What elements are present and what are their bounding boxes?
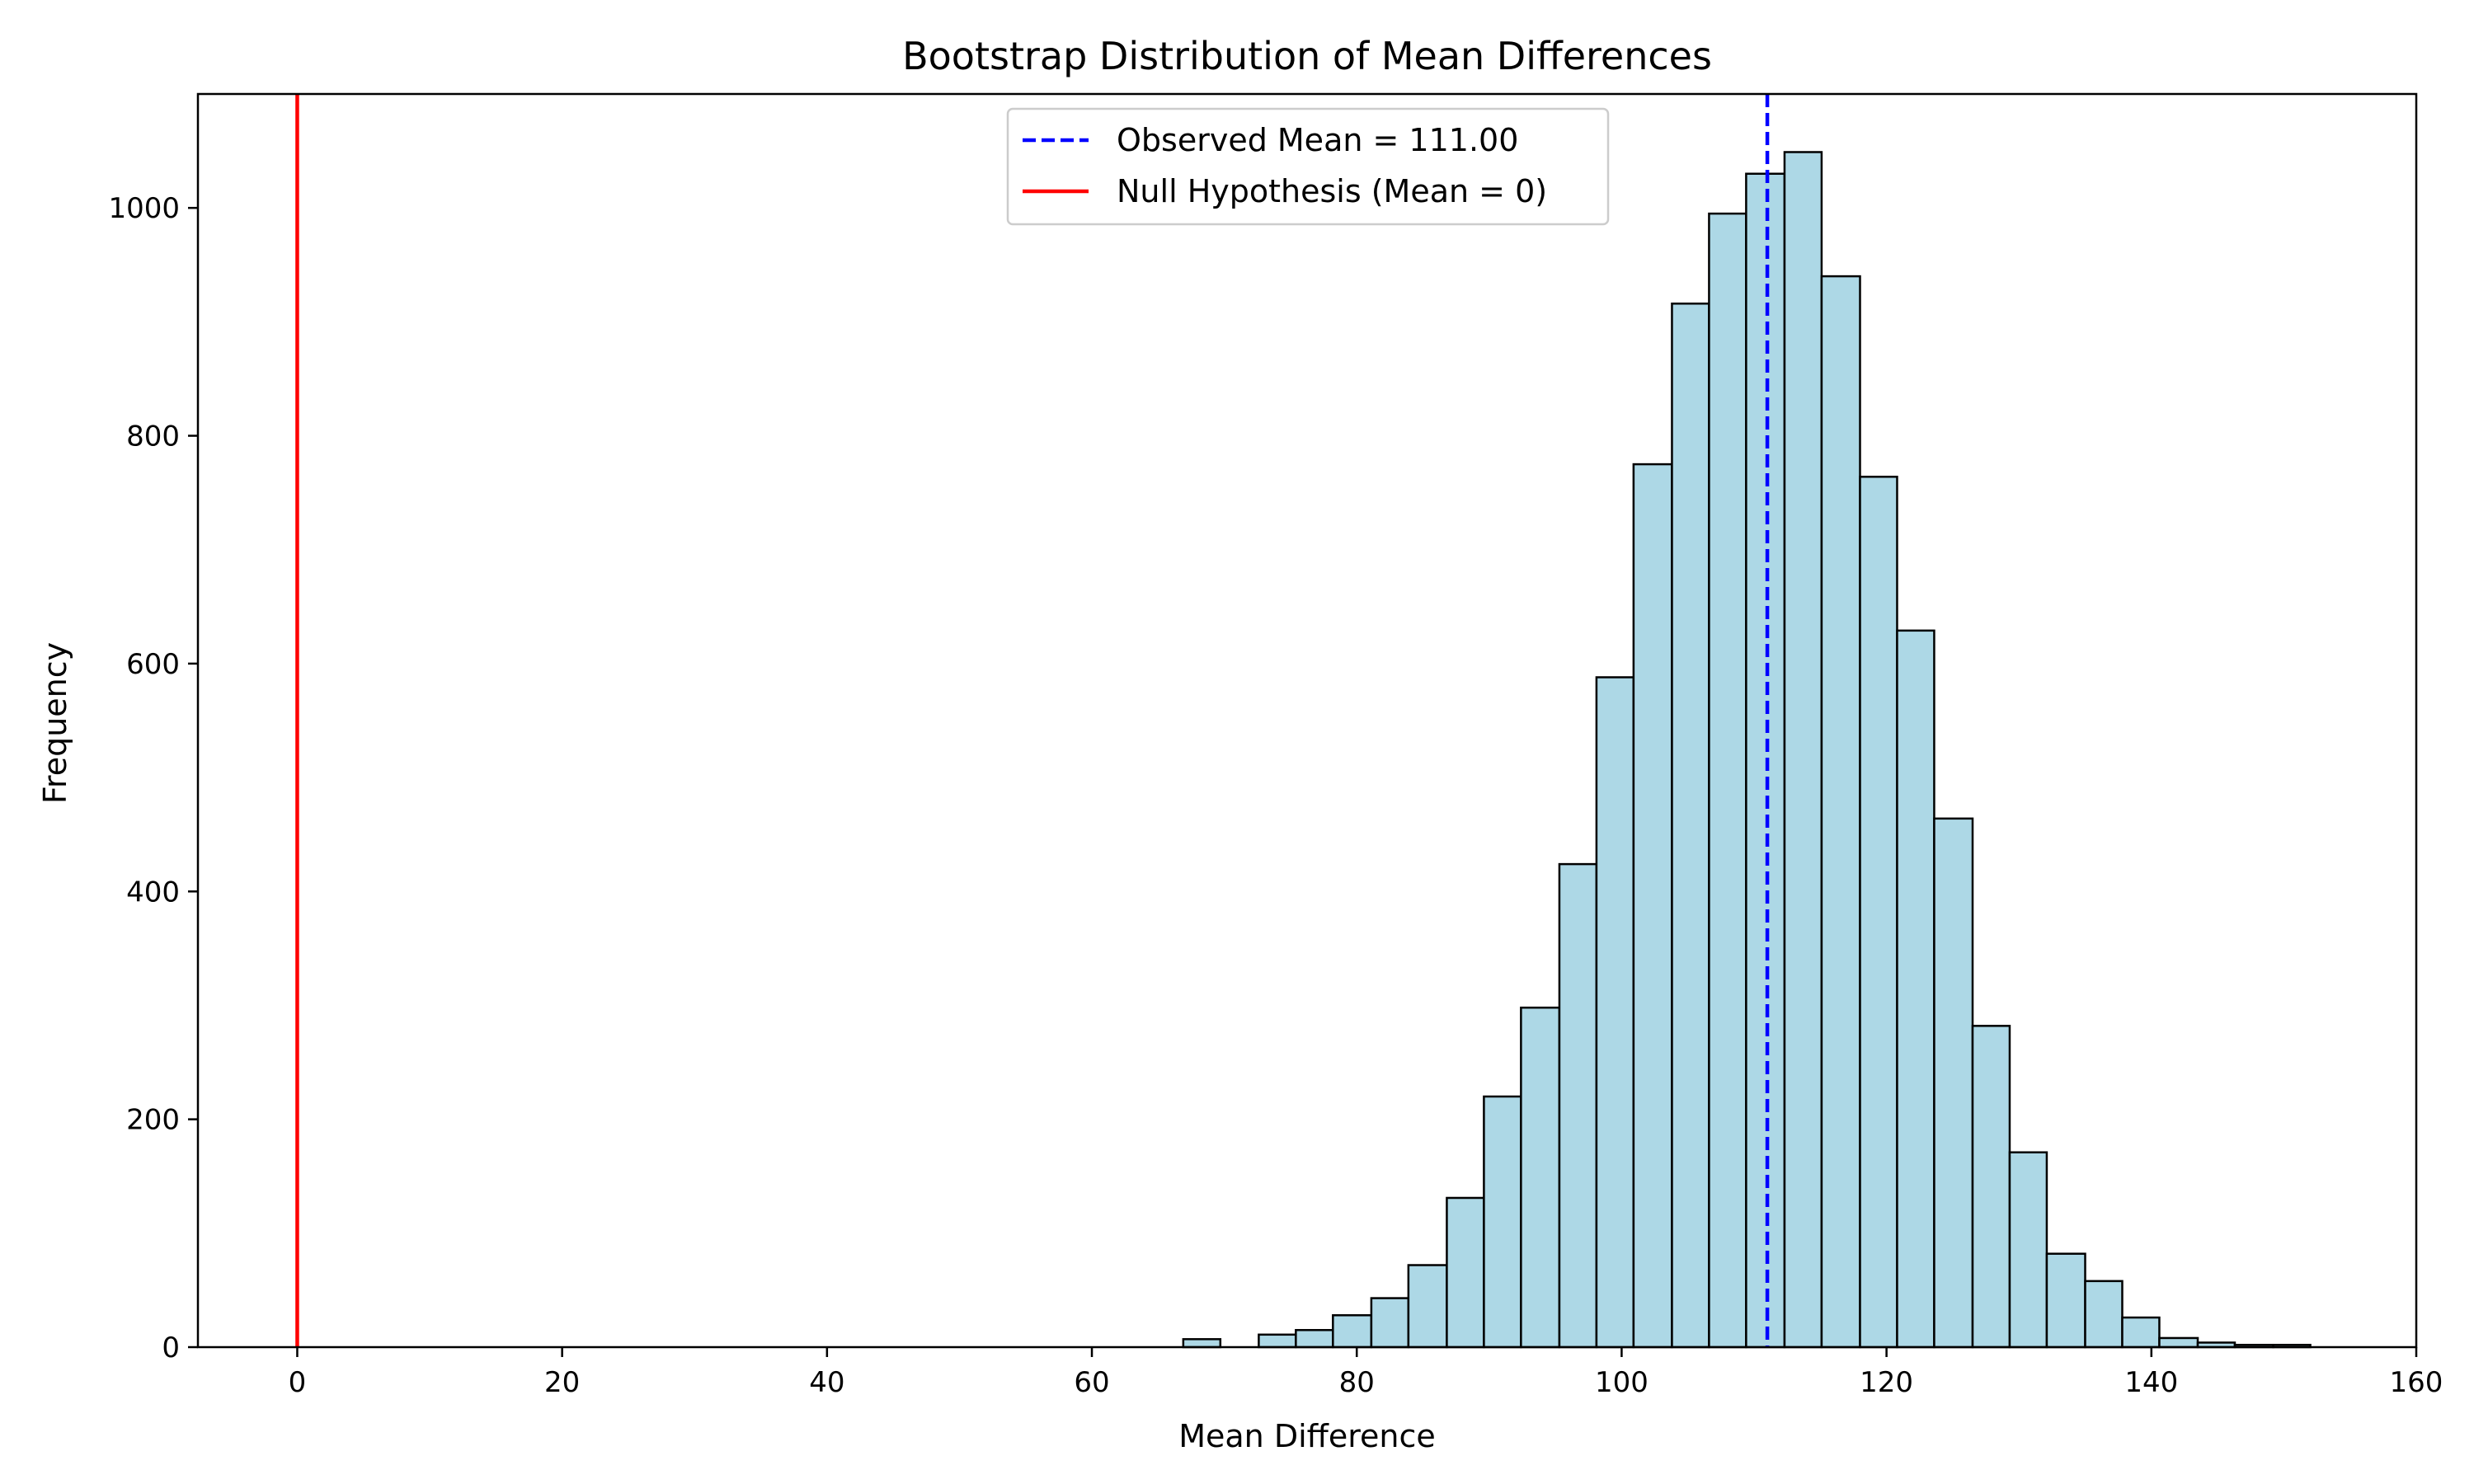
y-tick-label: 800 — [126, 420, 180, 453]
histogram-bar-22 — [2008, 1151, 2048, 1349]
chart-title: Bootstrap Distribution of Mean Differenc… — [902, 34, 1712, 78]
histogram-bar-15 — [1745, 172, 1786, 1349]
histogram-bar-10 — [1558, 862, 1598, 1349]
histogram-bar-17 — [1820, 275, 1861, 1349]
x-tick-label: 20 — [544, 1366, 580, 1399]
x-tick-label: 60 — [1074, 1366, 1109, 1399]
histogram-bar-26 — [2158, 1336, 2199, 1349]
x-tick-label: 140 — [2124, 1366, 2178, 1399]
histogram-bar-25 — [2121, 1316, 2161, 1349]
y-tick-label: 200 — [126, 1104, 180, 1137]
x-tick-label: 0 — [289, 1366, 307, 1399]
y-axis-label: Frequency — [37, 642, 73, 804]
histogram-bar-24 — [2084, 1280, 2124, 1349]
legend-label-0: Observed Mean = 111.00 — [1117, 122, 1518, 158]
histogram-bar-12 — [1632, 463, 1673, 1349]
y-tick-label: 400 — [126, 876, 180, 909]
y-tick-label: 600 — [126, 648, 180, 681]
histogram-bar-8 — [1483, 1095, 1522, 1349]
legend-box — [1006, 107, 1610, 226]
x-tick-label: 120 — [1860, 1366, 1913, 1399]
histogram-bar-14 — [1708, 212, 1747, 1349]
histogram-bar-11 — [1595, 676, 1635, 1349]
x-tick-label: 80 — [1339, 1366, 1375, 1399]
histogram-bar-19 — [1896, 629, 1935, 1349]
histogram-bar-6 — [1407, 1264, 1448, 1349]
legend-label-1: Null Hypothesis (Mean = 0) — [1117, 173, 1547, 209]
x-axis-label: Mean Difference — [1178, 1418, 1436, 1454]
histogram-bar-7 — [1446, 1196, 1485, 1349]
histogram-bar-0 — [1182, 1338, 1222, 1349]
histogram-bar-2 — [1258, 1333, 1297, 1349]
histogram-bar-9 — [1520, 1006, 1561, 1349]
histogram-bar-3 — [1295, 1329, 1334, 1349]
histogram-bar-21 — [1971, 1025, 2011, 1349]
histogram-bar-23 — [2045, 1252, 2086, 1349]
reference-lines-layer — [295, 94, 1770, 1347]
x-tick-label: 160 — [2390, 1366, 2443, 1399]
histogram-bar-16 — [1783, 151, 1823, 1349]
plot-frame — [196, 92, 2418, 1349]
x-tick-label: 40 — [809, 1366, 844, 1399]
y-tick-label: 1000 — [108, 192, 180, 225]
bars-layer — [1182, 151, 2312, 1349]
histogram-bar-13 — [1671, 303, 1710, 1349]
legend: Observed Mean = 111.00 Null Hypothesis (M… — [1006, 107, 1610, 226]
axes-layer: 0 20 40 60 80 100 120 140 160 0 200 400 600 800 1000 — [108, 92, 2443, 1399]
x-tick-label: 100 — [1595, 1366, 1649, 1399]
histogram-bar-4 — [1332, 1314, 1373, 1349]
histogram-bar-20 — [1933, 817, 1974, 1349]
histogram-bar-5 — [1370, 1297, 1410, 1349]
histogram-bar-18 — [1859, 476, 1898, 1349]
y-tick-label: 0 — [162, 1331, 180, 1364]
